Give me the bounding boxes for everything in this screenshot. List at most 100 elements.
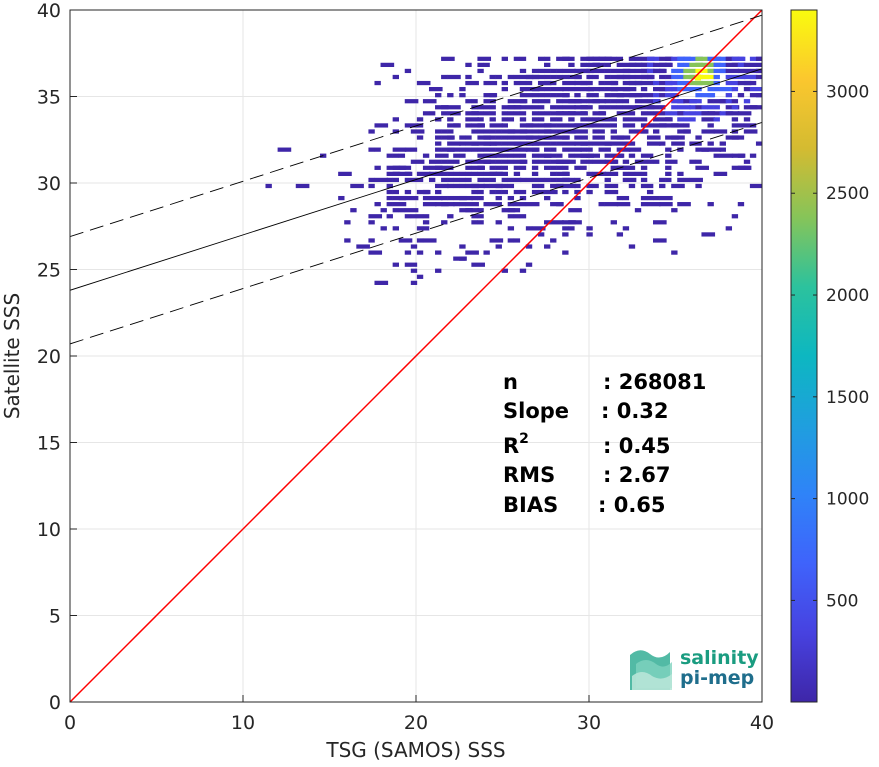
density-cell	[610, 99, 617, 104]
density-cell	[368, 177, 375, 183]
density-cell	[428, 86, 443, 92]
line-fit-lower	[70, 122, 762, 345]
density-cell	[604, 93, 611, 98]
density-cell	[544, 220, 551, 225]
stat-value: : 0.65	[598, 493, 666, 517]
density-cell	[404, 189, 412, 195]
density-cell	[350, 183, 364, 189]
density-cell	[495, 135, 502, 140]
density-cell	[507, 202, 515, 207]
density-cell	[453, 147, 460, 152]
density-cell	[404, 165, 412, 170]
density-cell	[544, 56, 551, 61]
density-cell	[404, 214, 412, 219]
density-cell	[416, 250, 424, 255]
density-cell	[495, 165, 502, 170]
stat-value: : 268081	[603, 370, 706, 394]
density-cell	[574, 135, 588, 140]
density-cell	[374, 165, 381, 170]
density-cell	[519, 93, 527, 98]
density-cell	[459, 256, 466, 261]
density-cell	[689, 111, 696, 116]
density-cell	[471, 262, 485, 267]
density-cell	[653, 159, 660, 164]
density-cell	[550, 171, 557, 176]
density-cell	[707, 111, 722, 116]
density-cell	[537, 183, 545, 189]
density-cell	[677, 86, 684, 92]
density-cell	[501, 268, 508, 273]
density-cell	[646, 159, 654, 164]
density-cell	[562, 177, 569, 183]
density-cell	[562, 56, 569, 61]
density-cell	[404, 68, 412, 74]
density-cell	[586, 226, 593, 231]
density-cell	[483, 183, 490, 189]
density-cell	[622, 117, 630, 122]
density-cell	[465, 117, 479, 122]
density-cell	[537, 189, 545, 195]
density-cell	[604, 171, 619, 176]
density-cell	[731, 214, 739, 219]
density-cell	[646, 123, 654, 128]
density-cell	[713, 62, 720, 68]
density-cell	[531, 189, 539, 195]
density-cell	[592, 62, 599, 68]
density-cell	[568, 153, 575, 158]
density-cell	[562, 165, 569, 170]
density-cell	[544, 129, 551, 134]
density-cell	[550, 80, 557, 86]
density-cell	[592, 171, 607, 176]
density-cell	[586, 105, 593, 110]
density-cell	[507, 159, 515, 164]
density-cell	[610, 86, 617, 92]
density-cell	[441, 220, 448, 225]
density-cell	[677, 171, 684, 176]
density-cell	[568, 208, 582, 213]
density-cell	[422, 189, 430, 195]
density-cell	[616, 111, 624, 116]
density-cell	[416, 117, 424, 122]
density-cell	[586, 159, 593, 164]
density-cell	[519, 129, 527, 134]
density-cell	[435, 153, 449, 158]
density-cell	[380, 208, 387, 213]
density-cell	[483, 202, 490, 207]
density-cell	[659, 93, 666, 98]
density-cell	[683, 62, 690, 68]
density-cell	[356, 244, 370, 249]
density-cell	[471, 129, 478, 134]
density-cell	[743, 80, 751, 86]
density-cell	[495, 244, 502, 249]
density-cell	[719, 68, 726, 74]
density-cell	[695, 56, 702, 61]
density-cell	[525, 262, 533, 267]
density-cell	[737, 135, 745, 140]
density-cell	[689, 68, 696, 74]
density-cell	[634, 171, 642, 176]
density-cell	[550, 86, 564, 92]
density-cell	[513, 171, 521, 176]
density-cell	[592, 74, 599, 80]
density-cell	[677, 99, 684, 104]
density-cell	[574, 99, 581, 104]
density-cell	[525, 226, 533, 231]
density-cell	[731, 117, 739, 122]
density-cell	[677, 80, 684, 86]
density-cell	[501, 135, 508, 140]
density-cell	[477, 117, 484, 122]
density-cell	[435, 159, 442, 164]
density-cell	[550, 105, 557, 110]
density-cell	[513, 208, 521, 213]
density-cell	[471, 214, 478, 219]
x-tick-label: 40	[750, 712, 774, 734]
density-cell	[707, 93, 714, 98]
density-cell	[743, 129, 758, 134]
stat-value: : 0.32	[601, 399, 669, 423]
density-cell	[665, 147, 672, 152]
density-cell	[386, 189, 393, 195]
density-cell	[459, 202, 466, 207]
density-cell	[677, 105, 691, 110]
density-cell	[556, 68, 563, 74]
density-cell	[544, 99, 551, 104]
